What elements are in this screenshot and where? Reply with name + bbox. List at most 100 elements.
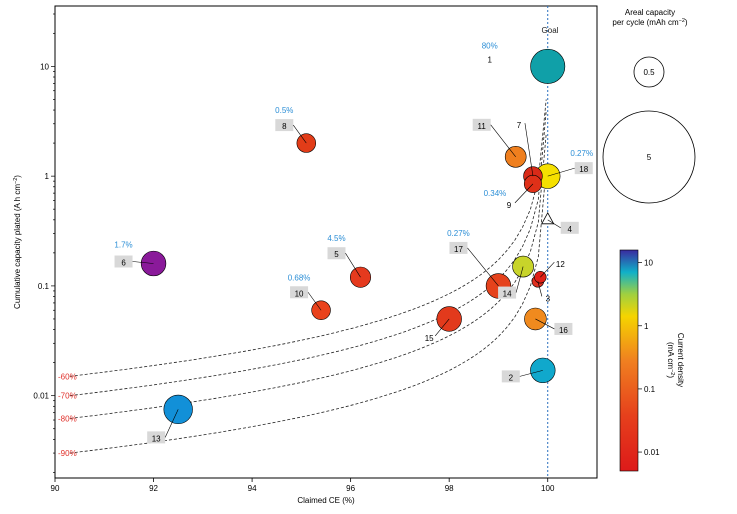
point-label-13: 13	[152, 434, 161, 443]
point-leader-4	[547, 219, 561, 229]
colorbar-unit: (mA cm−2)	[666, 342, 675, 378]
point-leader-11	[490, 124, 516, 157]
colorbar: 10 1 0.1 0.01 Current density (mA cm−2)	[619, 249, 685, 472]
point-pct-18: 0.27%	[570, 149, 593, 158]
colorbar-title: Current density	[676, 333, 685, 387]
colorbar-ticks: 10 1 0.1 0.01	[638, 259, 660, 457]
point-leader-13	[164, 409, 179, 438]
point-label-12: 12	[556, 260, 565, 269]
colorbar-tick-label: 10	[644, 259, 653, 268]
point-label-box-18	[574, 162, 593, 175]
iso-label: -80%	[58, 414, 77, 423]
point-label-1: 1	[488, 55, 493, 64]
size-legend-small-circle	[633, 56, 665, 88]
y-tick-label: 0.01	[33, 392, 49, 401]
point-pct-1: 80%	[482, 41, 498, 50]
point-label-16: 16	[559, 326, 568, 335]
bubbles	[140, 48, 566, 425]
y-tick-label: 1	[45, 172, 50, 181]
point-label-box-10	[290, 286, 309, 299]
size-legend-title-1: Areal capacity	[625, 8, 675, 17]
size-legend: Areal capacity per cycle (mAh cm−2) 0.5 …	[602, 8, 696, 204]
point-label-box-16	[554, 322, 573, 335]
point-pct-5: 4.5%	[327, 234, 345, 243]
point-label-box-8	[275, 119, 294, 132]
iso-line-70pct	[69, 110, 547, 397]
point-leader-17	[467, 247, 499, 287]
point-leader-15	[434, 318, 450, 337]
point-label-7: 7	[517, 121, 522, 130]
x-tick-label: 92	[149, 484, 158, 493]
point-pct-9: 0.34%	[484, 189, 507, 198]
point-label-17: 17	[454, 245, 463, 254]
x-tick-label: 100	[541, 484, 555, 493]
goal-label: Goal	[542, 26, 559, 35]
point-label-box-4	[560, 221, 579, 234]
y-tick-label: 0.1	[38, 282, 50, 291]
x-tick-label: 96	[346, 484, 355, 493]
point-label-box-6	[114, 255, 133, 268]
point-4-marker	[541, 211, 555, 225]
size-legend-small-label: 0.5	[643, 68, 655, 77]
plot-frame	[54, 5, 598, 479]
y-axis-title: Cumulative capacity plated (A h cm−2)	[13, 175, 22, 309]
point-pct-10: 0.68%	[288, 273, 311, 282]
colorbar-tick-label: 0.01	[644, 448, 660, 457]
point-label-8: 8	[282, 122, 287, 131]
point-leader-14	[515, 266, 524, 293]
size-legend-large-label: 5	[647, 153, 652, 162]
point-label-6: 6	[121, 259, 126, 268]
point-label-box-17	[449, 241, 468, 254]
point-pct-17: 0.27%	[447, 229, 470, 238]
point-label-box-11	[472, 118, 491, 131]
point-label-2: 2	[509, 373, 514, 382]
point-leader-5	[345, 253, 361, 278]
iso-label: -90%	[58, 449, 77, 458]
point-leader-6	[132, 261, 154, 264]
point-leader-12	[540, 262, 555, 278]
x-tick-label: 94	[248, 484, 257, 493]
point-label-box-13	[147, 431, 166, 444]
point-label-box-5	[327, 247, 346, 260]
point-label-15: 15	[425, 334, 434, 343]
point-label-9: 9	[507, 201, 512, 210]
point-leader-9	[514, 183, 534, 204]
x-tick-label: 90	[51, 484, 60, 493]
colorbar-tick-label: 1	[644, 322, 649, 331]
x-tick-label: 98	[445, 484, 454, 493]
colorbar-gradient	[619, 249, 639, 472]
point-leader-10	[307, 292, 322, 311]
iso-line-80pct	[69, 133, 547, 419]
point-leader-3	[537, 281, 543, 297]
point-leader-2	[519, 370, 543, 377]
bubble-1	[530, 48, 566, 84]
point-label-5: 5	[334, 250, 339, 259]
point-label-18: 18	[579, 165, 588, 174]
iso-label: -60%	[58, 372, 77, 381]
point-leader-7	[524, 123, 534, 177]
x-axis-title: Claimed CE (%)	[297, 496, 355, 505]
point-pct-6: 1.7%	[114, 241, 132, 250]
point-label-14: 14	[503, 290, 512, 299]
point-leader-18	[547, 167, 575, 177]
point-label-10: 10	[295, 289, 304, 298]
point-label-4: 4	[568, 225, 573, 234]
size-legend-title-2: per cycle (mAh cm−2)	[612, 18, 688, 27]
point-pct-8: 0.5%	[275, 106, 293, 115]
iso-line-90pct	[69, 168, 547, 454]
point-label-box-2	[501, 370, 520, 383]
size-legend-large-circle	[602, 110, 696, 204]
point-label-box-14	[498, 286, 517, 299]
iso-label: -70%	[58, 392, 77, 401]
point-label-11: 11	[478, 122, 487, 131]
iso-line-60pct	[69, 99, 547, 377]
point-leader-8	[293, 124, 307, 144]
y-tick-label: 10	[40, 62, 49, 71]
point-labels: -60% -70% -80% -90% 1 80% 2 3 4 5 4.5% 6 1.7% 7 8 0.5% 9…	[58, 41, 593, 458]
point-label-3: 3	[546, 294, 551, 303]
point-leader-16	[535, 318, 555, 330]
colorbar-tick-label: 0.1	[644, 385, 656, 394]
